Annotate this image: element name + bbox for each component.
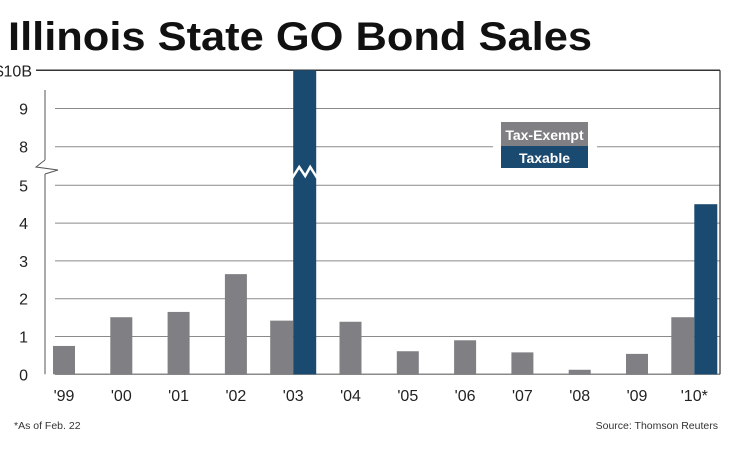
y-tick-label: 8 [19, 140, 28, 157]
x-tick-label: '07 [512, 388, 533, 405]
bar-taxable [694, 204, 718, 375]
x-tick-label: '05 [397, 388, 418, 405]
x-tick-label: '99 [54, 388, 75, 405]
chart-title: Illinois State GO Bond Sales [8, 15, 592, 59]
bar-tax-exempt [339, 321, 362, 375]
y-tick-label: 1 [19, 330, 28, 347]
x-tick-label: '09 [627, 388, 648, 405]
bar-tax-exempt [224, 274, 247, 375]
bar-tax-exempt [511, 352, 534, 375]
x-tick-label: '04 [340, 388, 361, 405]
x-tick-label: '00 [111, 388, 132, 405]
y-tick-label: 2 [19, 292, 28, 309]
bar-tax-exempt [110, 317, 133, 375]
x-tick-label: '01 [168, 388, 189, 405]
y-tick-label: 5 [19, 178, 28, 195]
y-tick-label: 9 [19, 102, 28, 119]
y-tick-label: $10B [0, 63, 32, 80]
bar-tax-exempt [626, 353, 648, 375]
x-tick-label: '03 [283, 388, 304, 405]
legend-label-tax-exempt: Tax-Exempt [505, 127, 584, 143]
bar-tax-exempt [396, 351, 419, 375]
bar-tax-exempt [454, 340, 477, 375]
x-tick-label: '02 [225, 388, 246, 405]
grid [34, 69, 721, 376]
footnote: *As of Feb. 22 [14, 420, 81, 432]
x-tick-label: '06 [455, 388, 476, 405]
bar-taxable [293, 70, 317, 375]
x-tick-label: '10* [681, 388, 708, 405]
bar-tax-exempt [53, 345, 75, 375]
legend-swatch-tax-exempt [501, 122, 588, 146]
bar-tax-exempt [568, 369, 591, 375]
legend-swatch-taxable [501, 146, 588, 168]
y-tick-label: 3 [19, 254, 28, 271]
bar-break-icon [291, 164, 319, 179]
axis-break-icon [34, 159, 59, 175]
legend: Tax-Exempt Taxable [493, 120, 597, 170]
x-tick-labels: '99 '00 '01 '02 '03 '04 '05 '06 '07 '08 '09 '10* [54, 388, 708, 405]
legend-label-taxable: Taxable [519, 150, 570, 166]
x-tick-label: '08 [569, 388, 590, 405]
y-tick-labels: 0 1 2 3 4 5 8 9 $10B [0, 63, 32, 384]
bar-tax-exempt [270, 320, 294, 375]
source-note: Source: Thomson Reuters [596, 420, 718, 432]
bar-tax-exempt [671, 317, 695, 375]
bar-tax-exempt [167, 311, 190, 375]
y-tick-label: 4 [19, 216, 28, 233]
y-tick-label: 0 [19, 367, 28, 384]
bars [53, 70, 718, 375]
